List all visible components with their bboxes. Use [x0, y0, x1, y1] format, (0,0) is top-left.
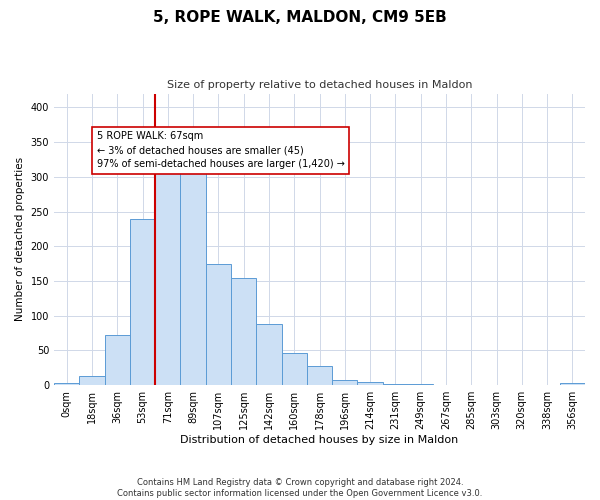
Title: Size of property relative to detached houses in Maldon: Size of property relative to detached ho… [167, 80, 472, 90]
Bar [281, 354, 307, 385]
Bar [433, 384, 458, 385]
Bar [130, 218, 155, 385]
Text: Contains HM Land Registry data © Crown copyright and database right 2024.
Contai: Contains HM Land Registry data © Crown c… [118, 478, 482, 498]
Bar [332, 380, 358, 385]
Bar [383, 384, 408, 385]
Bar [206, 264, 231, 385]
Bar [104, 335, 130, 385]
Bar [54, 383, 79, 385]
Bar [231, 278, 256, 385]
Bar [408, 384, 433, 385]
Y-axis label: Number of detached properties: Number of detached properties [15, 158, 25, 322]
Bar [79, 376, 104, 385]
Bar [307, 366, 332, 385]
Bar [256, 324, 281, 385]
Bar [181, 172, 206, 385]
Text: 5 ROPE WALK: 67sqm
← 3% of detached houses are smaller (45)
97% of semi-detached: 5 ROPE WALK: 67sqm ← 3% of detached hous… [97, 132, 344, 170]
Bar [155, 152, 181, 385]
X-axis label: Distribution of detached houses by size in Maldon: Distribution of detached houses by size … [181, 435, 458, 445]
Bar [560, 383, 585, 385]
Text: 5, ROPE WALK, MALDON, CM9 5EB: 5, ROPE WALK, MALDON, CM9 5EB [153, 10, 447, 25]
Bar [358, 382, 383, 385]
